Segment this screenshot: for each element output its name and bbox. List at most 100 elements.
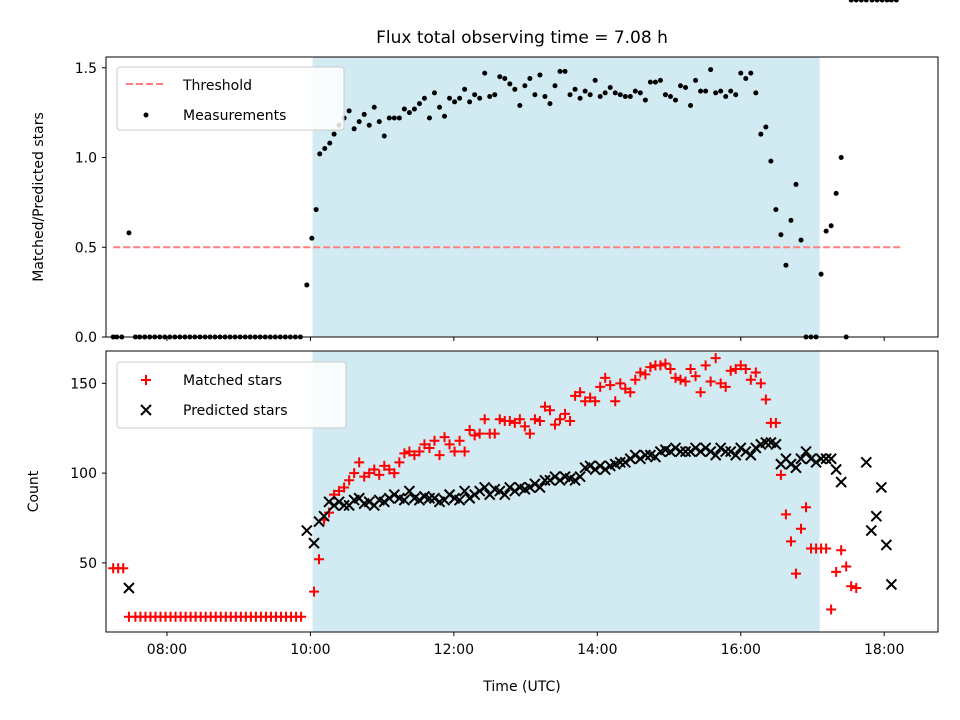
matched-star-point — [720, 381, 731, 392]
measurement-point — [753, 90, 759, 96]
measurement-point — [768, 158, 774, 164]
measurement-point — [893, 0, 899, 3]
matched-star-point — [349, 468, 360, 479]
matched-star-point — [660, 358, 671, 369]
bottom-axes-frame — [105, 350, 939, 633]
predicted-star-point — [694, 445, 707, 458]
predicted-star-point — [403, 485, 416, 497]
measurement-point — [487, 93, 493, 99]
measurement-point — [381, 133, 387, 139]
matched-star-point — [489, 428, 500, 439]
predicted-star-point — [328, 499, 340, 512]
matched-star-point — [339, 482, 350, 493]
top-observing-window-shade — [312, 57, 820, 337]
matched-star-point — [680, 376, 691, 387]
matched-star-point — [735, 360, 746, 371]
matched-star-point — [715, 378, 726, 389]
bottom-legend: Matched stars Predicted stars — [116, 361, 347, 429]
predicted-star-point — [709, 449, 722, 461]
matched-star-point — [544, 405, 555, 416]
measurement-point — [672, 97, 678, 103]
measurement-point — [572, 86, 578, 92]
measurement-point — [838, 155, 844, 161]
measurement-point — [457, 95, 463, 101]
matched-star-point — [836, 545, 847, 556]
predicted-star-point — [704, 445, 717, 458]
predicted-star-point — [614, 456, 626, 469]
bottom-xtick-label-2: 12:00 — [434, 642, 474, 658]
matched-star-point — [655, 360, 666, 371]
measurement-point — [758, 131, 764, 137]
measurement-point — [778, 232, 784, 238]
matched-star-point — [775, 469, 786, 480]
predicted-star-point — [730, 449, 742, 461]
predicted-star-point — [423, 492, 436, 504]
measurement-point — [497, 74, 503, 80]
predicted-star-point — [509, 485, 521, 497]
matched-star-point — [429, 435, 440, 446]
measurement-point — [602, 90, 608, 96]
measurement-point — [748, 70, 754, 76]
predicted-star-point — [770, 438, 782, 451]
measurement-point — [793, 181, 799, 187]
matched-star-point — [354, 457, 365, 468]
predicted-star-point — [740, 445, 752, 458]
matched-star-point — [379, 460, 390, 471]
matched-star-point — [605, 380, 616, 391]
predicted-star-point — [880, 539, 893, 551]
measurement-point — [356, 119, 362, 125]
measurement-point — [818, 271, 824, 277]
matched-star-point — [439, 432, 450, 443]
measurement-point — [431, 90, 437, 96]
measurement-point — [874, 0, 880, 3]
bottom-marks — [108, 353, 898, 622]
predicted-star-point — [714, 442, 727, 454]
matched-star-point — [359, 471, 370, 482]
predicted-star-point — [679, 445, 692, 458]
predicted-star-point — [624, 453, 637, 465]
measurement-point — [421, 95, 427, 101]
predicted-star-point — [815, 453, 827, 465]
measurement-point — [743, 76, 749, 82]
measurement-point — [322, 146, 328, 152]
measurement-point — [798, 237, 804, 243]
measurement-point — [517, 102, 523, 108]
predicted-star-point — [494, 485, 506, 497]
predicted-star-point — [865, 524, 878, 537]
measurement-point — [662, 92, 668, 98]
predicted-star-point — [569, 474, 581, 486]
predicted-star-point — [800, 445, 812, 458]
measurement-point — [482, 70, 488, 76]
measurement-point — [823, 228, 829, 234]
predicted-star-point — [539, 474, 551, 486]
predicted-star-point — [805, 453, 817, 465]
legend-matched-marker — [141, 375, 151, 385]
predicted-star-point — [589, 463, 601, 476]
predicted-star-point — [123, 582, 135, 594]
matched-star-point — [675, 374, 686, 385]
measurement-point — [703, 88, 709, 94]
matched-star-point — [695, 387, 706, 398]
predicted-star-point — [544, 474, 556, 486]
measurement-point — [386, 115, 392, 121]
measurement-point — [888, 0, 894, 3]
measurement-point — [317, 151, 323, 157]
legend-threshold-label: Threshold — [182, 78, 252, 94]
matched-star-point — [474, 428, 485, 439]
bottom-xtick-label-1: 10:00 — [290, 642, 330, 658]
measurement-point — [507, 81, 513, 87]
predicted-star-point — [689, 442, 702, 454]
bottom-xtick-label-0: 08:00 — [147, 642, 187, 658]
matched-star-point — [464, 425, 475, 436]
predicted-star-point — [634, 453, 647, 465]
measurement-point — [401, 106, 407, 112]
measurement-point — [657, 77, 663, 83]
measurement-point — [853, 0, 859, 3]
top-panel: 0.0 0.5 1.0 1.5 Matched/Predicted stars Thr… — [31, 0, 939, 346]
matched-star-point — [710, 353, 721, 364]
measurement-point — [728, 88, 734, 94]
matched-star-point — [504, 416, 515, 427]
predicted-star-point — [554, 474, 566, 486]
measurement-point — [532, 92, 538, 98]
